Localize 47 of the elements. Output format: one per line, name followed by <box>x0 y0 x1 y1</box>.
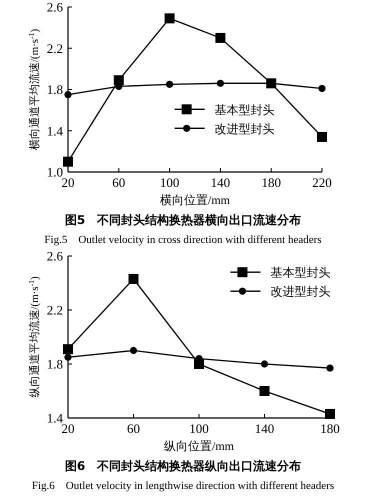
point <box>326 364 334 372</box>
point <box>64 91 72 98</box>
legend-label: 基本型封头 <box>214 102 275 117</box>
y-tick-label: 1.8 <box>46 82 63 97</box>
point <box>63 156 73 167</box>
x-axis-title: 纵向位置/mm <box>164 439 235 453</box>
point <box>325 408 335 419</box>
y-tick-label: 1.8 <box>46 356 63 372</box>
y-tick-label: 2.2 <box>46 40 63 56</box>
y-tick-label: 2.6 <box>46 0 64 14</box>
text: Fig.6 Outlet velocity in lengthwise direction with different headers <box>32 480 334 492</box>
x-tick-label: 100 <box>189 421 209 436</box>
point <box>166 80 174 88</box>
x-tick-label: 140 <box>210 175 230 190</box>
point <box>130 346 138 354</box>
y-tick-label: 1.4 <box>46 123 64 138</box>
point <box>64 354 72 361</box>
text: Fig.5 Outlet velocity in cross direction with different headers <box>44 234 322 246</box>
x-tick-label: 180 <box>320 421 340 436</box>
text: 图5 不同封头结构换热器横向出口流速分布 <box>64 213 302 227</box>
point <box>318 84 326 92</box>
point <box>216 80 224 87</box>
y-tick-label: 1.4 <box>46 410 64 426</box>
x-tick-label: 60 <box>127 421 140 436</box>
point <box>114 75 124 86</box>
point <box>260 360 268 368</box>
legend-label: 基本型封头 <box>270 266 330 280</box>
point <box>164 13 175 24</box>
point <box>63 344 73 354</box>
x-tick-label: 60 <box>112 175 126 190</box>
x-axis-title: 横向位置/mm <box>160 193 231 207</box>
x-tick-label: 140 <box>254 421 274 436</box>
y-tick-label: 2.2 <box>46 302 63 318</box>
x-tick-label: 20 <box>62 175 74 190</box>
point <box>128 274 138 284</box>
x-tick-label: 100 <box>160 175 180 190</box>
point <box>260 386 270 396</box>
point <box>215 32 226 43</box>
x-tick-label: 220 <box>312 175 332 190</box>
point <box>317 132 327 142</box>
y-tick-label: 1.0 <box>46 164 63 180</box>
y-tick-label: 2.6 <box>46 248 64 264</box>
legend-label: 改进型封头 <box>214 122 275 136</box>
legend-label: 改进型封头 <box>270 284 330 299</box>
text: 图6 不同封头结构换热器纵向出口流速分布 <box>64 459 302 473</box>
x-tick-label: 180 <box>261 175 281 190</box>
x-tick-label: 20 <box>62 421 74 436</box>
